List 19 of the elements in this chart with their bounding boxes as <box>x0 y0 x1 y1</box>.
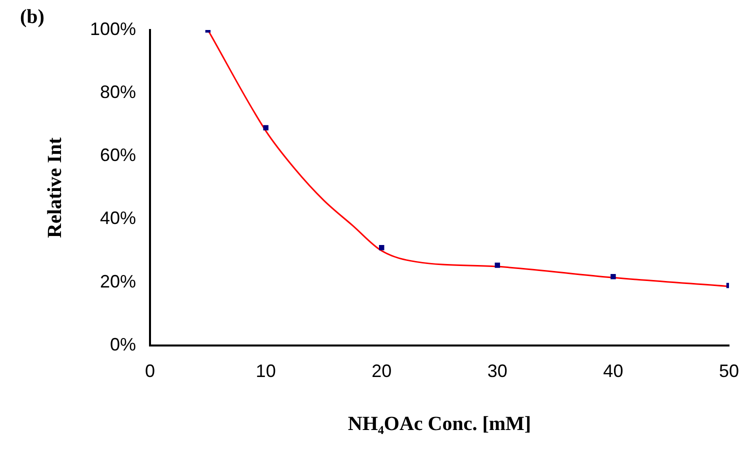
x-tick-label: 10 <box>256 361 276 382</box>
x-axis-title: NH₄OAc Conc. [mM] <box>348 413 532 436</box>
point <box>610 274 616 280</box>
point <box>263 125 268 130</box>
x-tick-label: 30 <box>487 361 508 382</box>
y-tick-label: 100% <box>90 18 136 39</box>
y-tick-label: 60% <box>100 145 136 166</box>
y-tick-label: 40% <box>100 208 136 228</box>
y-tick-label: 80% <box>100 82 136 102</box>
x-tick-label: 20 <box>372 361 392 382</box>
y-tick-label: 0% <box>110 334 136 354</box>
point <box>494 262 500 268</box>
x-tick-label: 0 <box>145 361 156 382</box>
x-tick-label: 40 <box>603 361 624 382</box>
y-tick-label: 20% <box>100 271 136 292</box>
point <box>378 245 384 250</box>
text: (b) <box>20 6 44 28</box>
y-axis-title: Relative Int <box>44 137 66 238</box>
x-tick-label: 50 <box>718 361 740 382</box>
